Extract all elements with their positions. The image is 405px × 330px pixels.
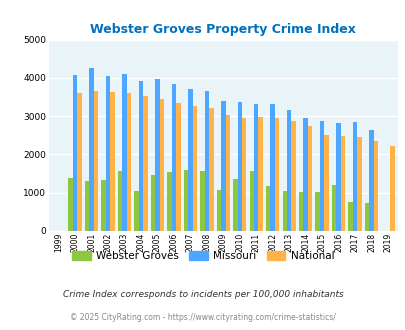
Bar — [282, 191, 286, 231]
Bar — [340, 136, 344, 231]
Bar — [298, 192, 303, 231]
Bar — [286, 111, 291, 231]
Bar — [335, 123, 340, 231]
Bar — [200, 171, 204, 231]
Bar — [331, 185, 335, 231]
Bar — [192, 106, 196, 231]
Bar — [139, 81, 143, 231]
Bar — [225, 115, 229, 231]
Title: Webster Groves Property Crime Index: Webster Groves Property Crime Index — [90, 23, 355, 36]
Bar — [188, 88, 192, 231]
Bar — [369, 130, 373, 231]
Bar — [352, 121, 356, 231]
Bar — [122, 75, 126, 231]
Bar — [291, 121, 295, 231]
Bar — [204, 90, 209, 231]
Legend: Webster Groves, Missouri, National: Webster Groves, Missouri, National — [68, 248, 337, 264]
Bar — [307, 126, 311, 231]
Text: © 2025 CityRating.com - https://www.cityrating.com/crime-statistics/: © 2025 CityRating.com - https://www.city… — [70, 313, 335, 322]
Bar — [159, 99, 164, 231]
Bar — [356, 137, 361, 231]
Bar — [77, 93, 81, 231]
Bar — [117, 171, 122, 231]
Bar — [319, 121, 324, 231]
Bar — [171, 84, 176, 231]
Bar — [72, 75, 77, 231]
Bar — [265, 186, 270, 231]
Bar — [101, 181, 106, 231]
Bar — [89, 68, 94, 231]
Bar — [134, 191, 139, 231]
Bar — [126, 93, 131, 231]
Bar — [94, 90, 98, 231]
Bar — [254, 104, 258, 231]
Bar — [68, 178, 72, 231]
Bar — [150, 175, 155, 231]
Bar — [237, 102, 241, 231]
Bar — [143, 96, 147, 231]
Bar — [274, 118, 279, 231]
Bar — [110, 92, 114, 231]
Bar — [347, 202, 352, 231]
Bar — [315, 192, 319, 231]
Bar — [183, 170, 188, 231]
Bar — [324, 135, 328, 231]
Bar — [155, 80, 159, 231]
Bar — [232, 179, 237, 231]
Bar — [270, 104, 274, 231]
Bar — [364, 203, 369, 231]
Bar — [303, 118, 307, 231]
Bar — [167, 172, 171, 231]
Bar — [176, 103, 180, 231]
Text: Crime Index corresponds to incidents per 100,000 inhabitants: Crime Index corresponds to incidents per… — [62, 290, 343, 299]
Bar — [373, 141, 377, 231]
Bar — [389, 147, 394, 231]
Bar — [221, 101, 225, 231]
Bar — [249, 171, 254, 231]
Bar — [241, 118, 246, 231]
Bar — [216, 190, 221, 231]
Bar — [258, 117, 262, 231]
Bar — [85, 181, 89, 231]
Bar — [106, 76, 110, 231]
Bar — [209, 108, 213, 231]
